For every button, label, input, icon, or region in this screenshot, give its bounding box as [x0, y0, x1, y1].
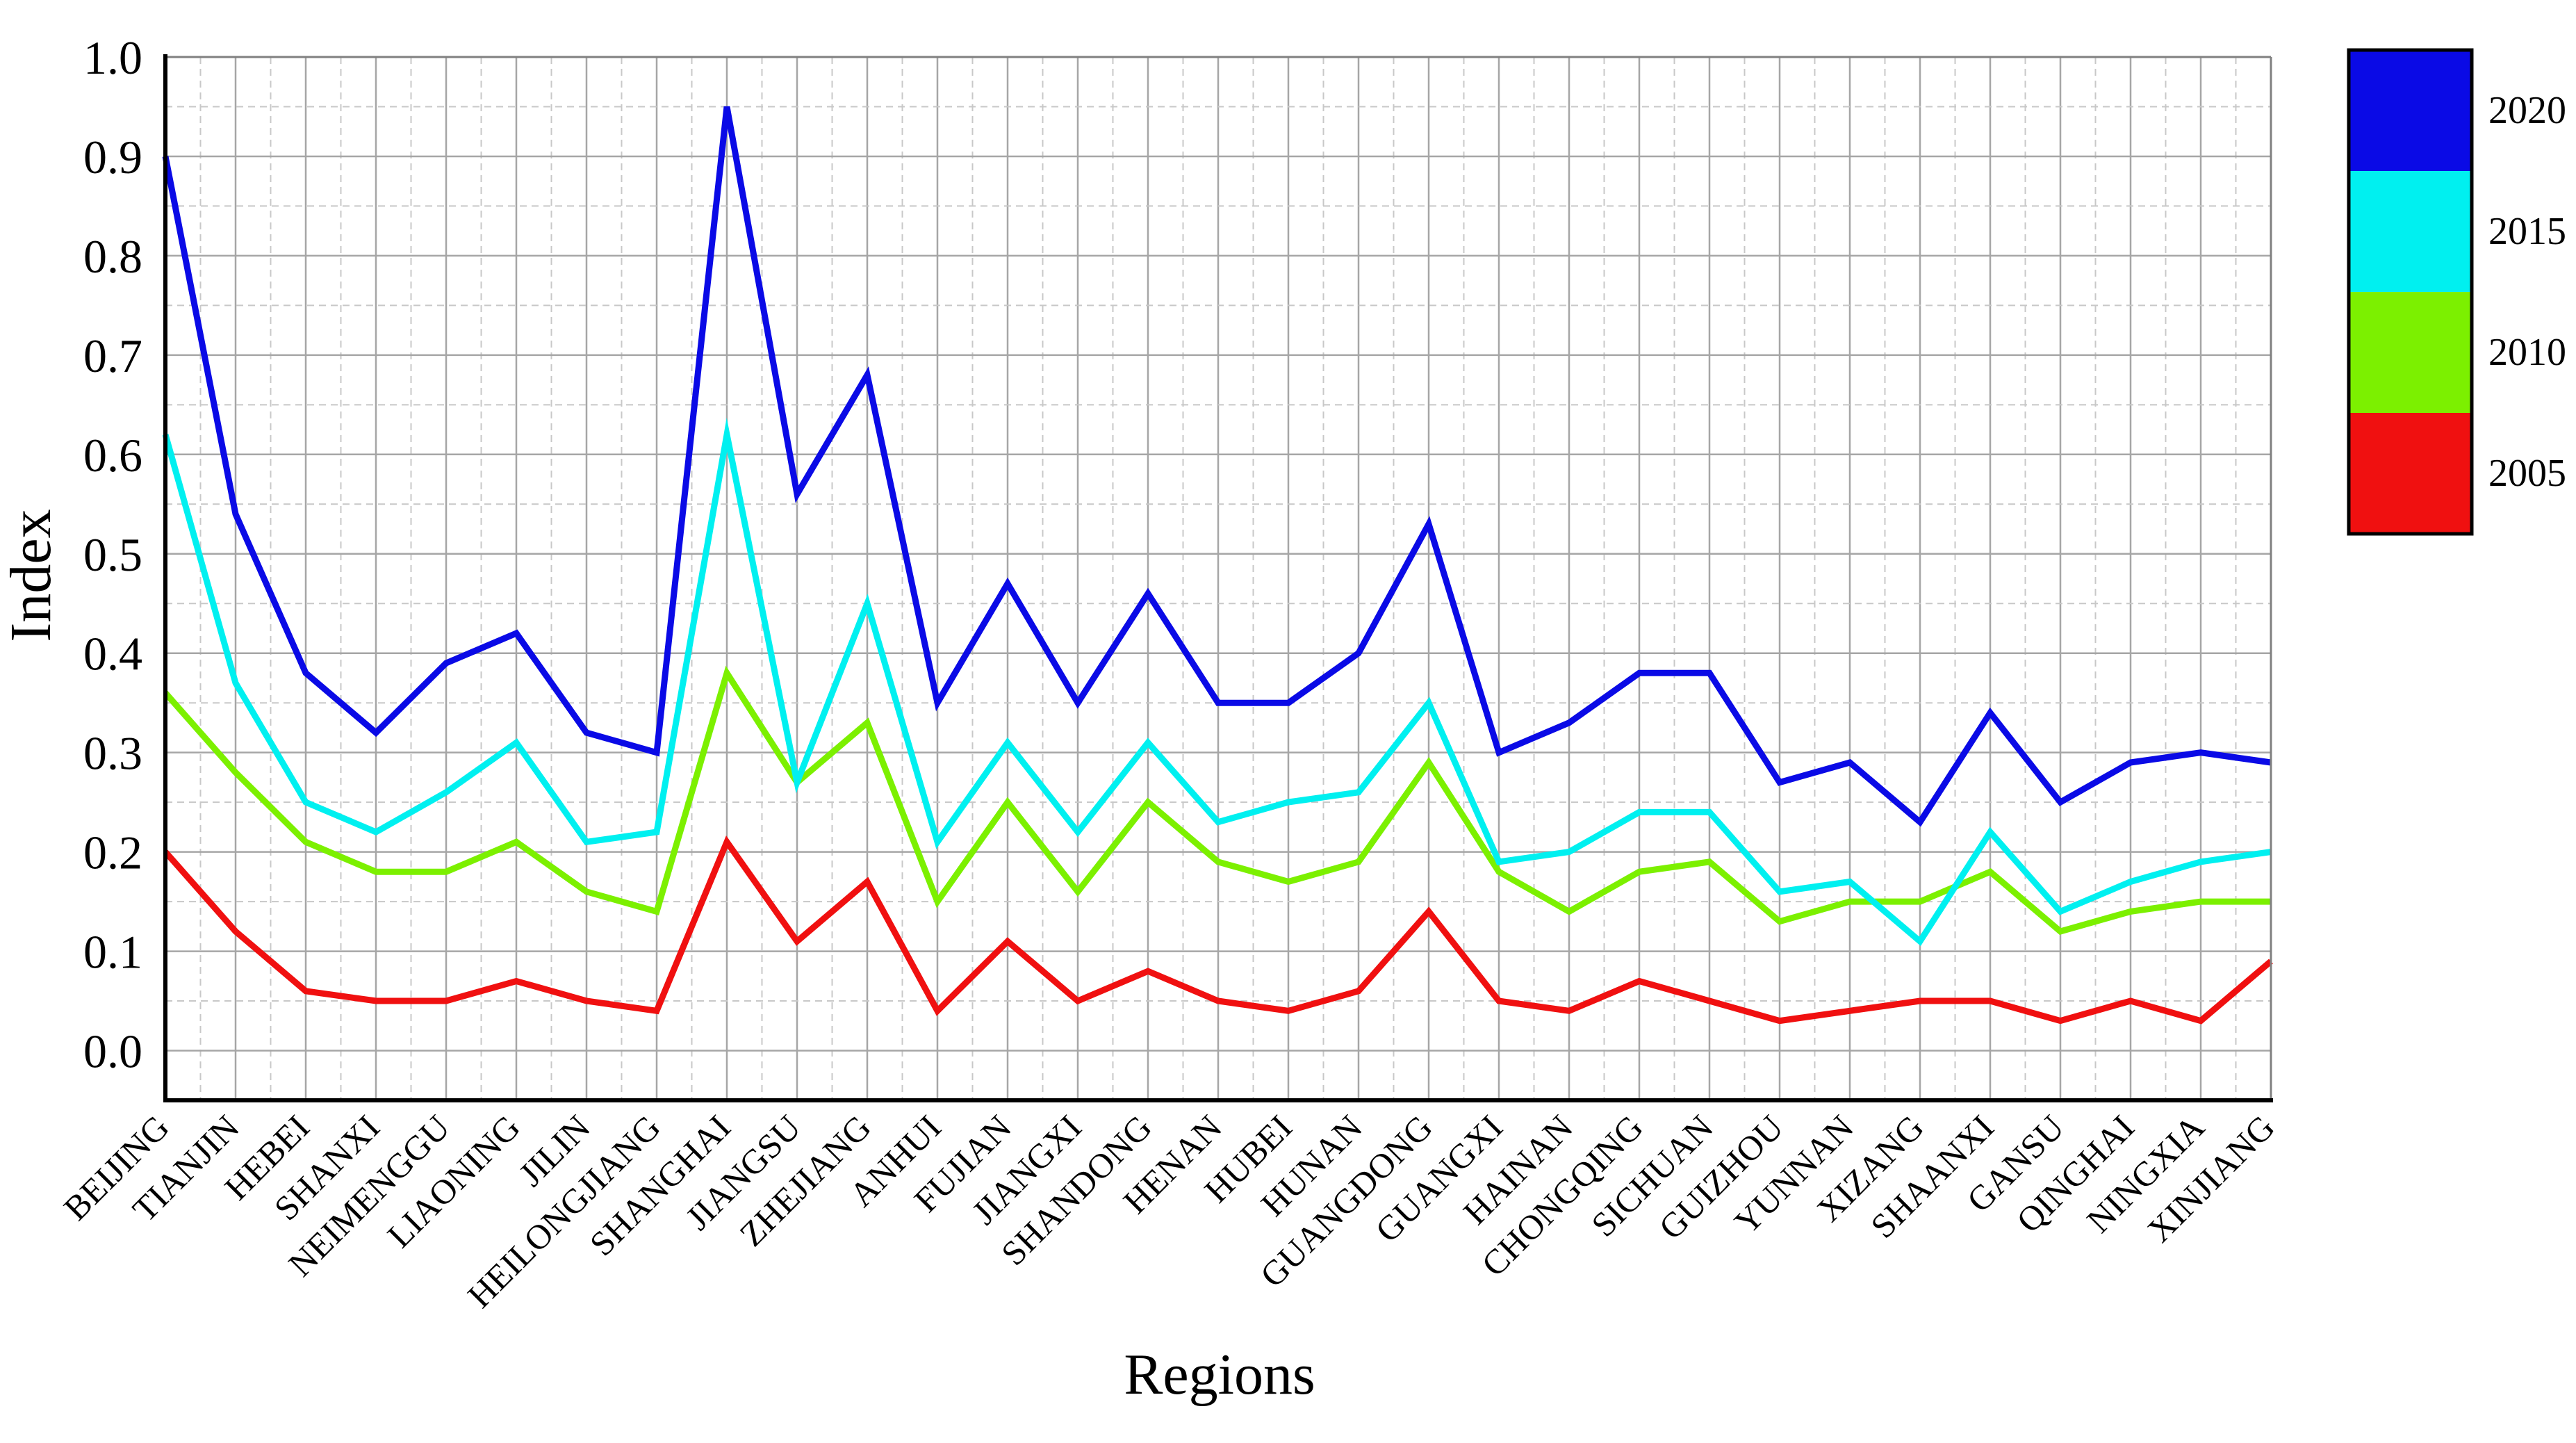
y-tick-label: 0.2: [83, 826, 142, 879]
legend-swatch: [2349, 171, 2472, 292]
axes: [163, 54, 2273, 1102]
y-tick-label: 0.0: [83, 1025, 142, 1078]
x-tick-labels: BEIJINGTIANJINHEBEISHANXINEIMENGGULIAONI…: [56, 1107, 2282, 1315]
series-line-2005: [163, 835, 2273, 1025]
legend-label: 2005: [2488, 452, 2566, 495]
y-tick-label: 0.3: [83, 727, 142, 780]
y-tick-labels: 0.0 0.1 0.2 0.3 0.4 0.5 0.6 0.7 0.8 0.9 1.0: [83, 31, 142, 1078]
legend-swatch: [2349, 292, 2472, 413]
legend: 2020 2015 2010 2005: [2347, 48, 2566, 536]
y-tick-label: 0.9: [83, 131, 142, 184]
y-tick-label: 0.7: [83, 329, 142, 382]
series-line-2020: [162, 106, 2272, 827]
legend-label: 2015: [2488, 210, 2566, 253]
y-tick-label: 1.0: [83, 31, 142, 84]
x-axis-label: Regions: [1124, 1342, 1315, 1407]
y-tick-label: 0.1: [83, 926, 142, 979]
y-tick-label: 0.6: [83, 429, 142, 482]
series-line-2015: [162, 417, 2272, 947]
y-tick-label: 0.5: [83, 528, 142, 581]
y-tick-label: 0.8: [83, 230, 142, 283]
y-axis-label: Index: [0, 509, 63, 642]
legend-label: 2020: [2488, 89, 2566, 132]
grid: [164, 56, 2272, 1100]
series-line-2010: [163, 665, 2271, 935]
legend-swatch: [2349, 50, 2472, 171]
legend-label: 2010: [2488, 331, 2566, 374]
legend-frame: [2347, 48, 2474, 536]
legend-swatch: [2349, 413, 2472, 534]
y-tick-label: 0.4: [83, 628, 142, 680]
series-lines: [162, 106, 2273, 1025]
